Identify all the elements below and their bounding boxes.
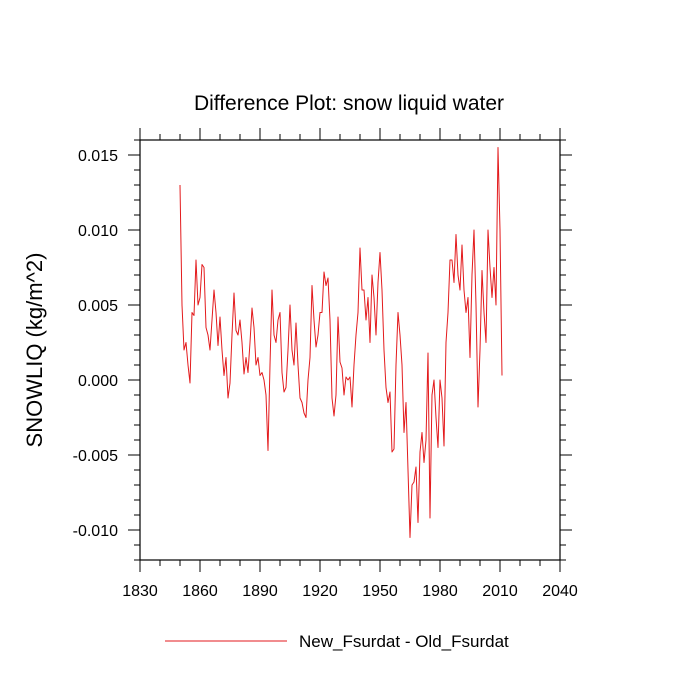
- axis-ticks: [128, 128, 572, 572]
- series-line: [179, 147, 503, 538]
- tick-labels: 1830 1860 1890 1920 1950 1980 2010 2040 -0.010 -0…: [73, 148, 578, 600]
- x-tick-label: 1830: [122, 583, 158, 600]
- legend-label: New_Fsurdat - Old_Fsurdat: [299, 632, 509, 651]
- y-tick-label: 0.005: [78, 298, 118, 315]
- plot-frame: [139, 139, 561, 561]
- x-tick-label: 1860: [182, 583, 218, 600]
- x-tick-label: 1980: [422, 583, 458, 600]
- y-tick-label: 0.015: [78, 148, 118, 165]
- x-tick-label: 1950: [362, 583, 398, 600]
- x-tick-label: 1920: [302, 583, 338, 600]
- series-layer: [179, 147, 503, 538]
- x-tick-label: 2040: [542, 583, 578, 600]
- chart-title: Difference Plot: snow liquid water: [194, 92, 504, 115]
- x-tick-label: 1890: [242, 583, 278, 600]
- x-tick-label: 2010: [482, 583, 518, 600]
- y-tick-label: -0.005: [73, 448, 118, 465]
- y-tick-label: 0.000: [78, 373, 118, 390]
- legend: New_Fsurdat - Old_Fsurdat: [165, 632, 509, 651]
- y-axis-label: SNOWLIQ (kg/m^2): [22, 253, 47, 448]
- y-tick-label: -0.010: [73, 523, 118, 540]
- y-tick-label: 0.010: [78, 223, 118, 240]
